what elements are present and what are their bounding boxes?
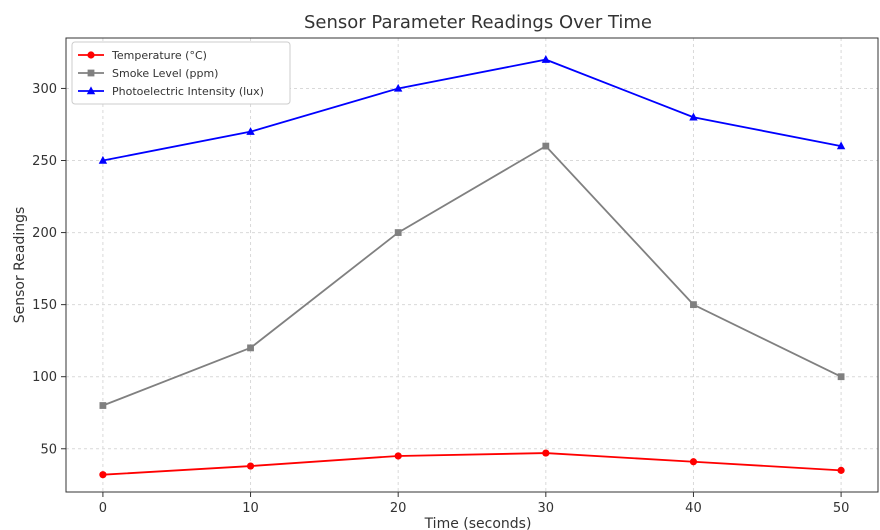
legend-marker bbox=[87, 51, 95, 59]
x-tick-label: 30 bbox=[538, 501, 555, 516]
data-point-temperature bbox=[99, 471, 107, 479]
x-tick-label: 40 bbox=[685, 501, 702, 516]
data-point-photoelectric-intensity bbox=[689, 112, 698, 121]
legend-label: Photoelectric Intensity (lux) bbox=[112, 85, 264, 98]
legend-item-smoke-level: Smoke Level (ppm) bbox=[78, 67, 218, 80]
x-axis-label: Time (seconds) bbox=[424, 516, 532, 530]
legend-marker bbox=[87, 69, 95, 77]
data-point-photoelectric-intensity bbox=[393, 83, 403, 92]
data-point-smoke-level bbox=[394, 229, 402, 236]
data-point-smoke-level bbox=[99, 402, 107, 409]
y-tick-label: 150 bbox=[32, 298, 57, 313]
series-line-photoelectric-intensity bbox=[102, 58, 842, 162]
data-point-temperature bbox=[394, 452, 402, 460]
data-point-photoelectric-intensity bbox=[98, 155, 108, 164]
data-point-smoke-level bbox=[542, 142, 550, 150]
y-tick-label: 200 bbox=[32, 226, 57, 241]
legend-marker bbox=[86, 86, 96, 95]
data-point-photoelectric-intensity bbox=[246, 127, 255, 135]
series-temperature bbox=[99, 449, 845, 479]
data-point-temperature bbox=[542, 449, 550, 457]
y-tick-label: 100 bbox=[32, 370, 57, 385]
legend-box bbox=[71, 41, 291, 105]
grid bbox=[66, 38, 878, 492]
chart-title: Sensor Parameter Readings Over Time bbox=[304, 12, 652, 33]
series-photoelectric-intensity bbox=[98, 55, 846, 164]
data-point-temperature bbox=[246, 462, 255, 470]
legend: Temperature (°C) Smoke Level (ppm) Photoel… bbox=[71, 41, 291, 105]
data-point-smoke-level bbox=[690, 301, 697, 309]
data-point-smoke-level bbox=[247, 344, 254, 352]
data-point-smoke-level bbox=[837, 373, 845, 381]
y-tick-label: 250 bbox=[32, 154, 57, 169]
legend-item-photoelectric-intensity: Photoelectric Intensity (lux) bbox=[78, 85, 264, 98]
legend-label: Smoke Level (ppm) bbox=[112, 67, 218, 80]
series-layer bbox=[98, 55, 846, 479]
axis-ticks: 0 10 20 30 40 50 50 100 150 200 250 300 bbox=[32, 82, 849, 516]
series-line-smoke-level bbox=[102, 144, 842, 407]
series-smoke-level bbox=[99, 142, 845, 409]
y-axis-label: Sensor Readings bbox=[12, 207, 28, 324]
legend-label: Temperature (°C) bbox=[111, 49, 207, 62]
data-point-photoelectric-intensity bbox=[836, 141, 846, 150]
data-point-photoelectric-intensity bbox=[541, 55, 551, 63]
x-tick-label: 0 bbox=[99, 501, 107, 516]
x-tick-label: 10 bbox=[242, 501, 259, 516]
plot-frame bbox=[65, 37, 879, 493]
legend-item-temperature: Temperature (°C) bbox=[78, 49, 207, 62]
data-point-temperature bbox=[837, 466, 845, 474]
x-tick-label: 50 bbox=[833, 501, 850, 516]
x-tick-label: 20 bbox=[390, 501, 407, 516]
series-line-temperature bbox=[102, 452, 842, 476]
y-tick-label: 300 bbox=[32, 82, 57, 97]
y-tick-label: 50 bbox=[40, 442, 57, 457]
data-point-temperature bbox=[689, 458, 698, 466]
